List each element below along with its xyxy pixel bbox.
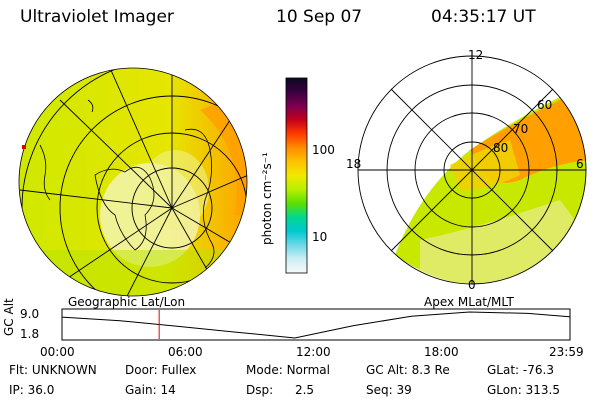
timeline-xtick-1800: 18:00 — [424, 345, 459, 359]
info-glon: GLon: 313.5 — [487, 383, 560, 397]
mlt-label-18: 18 — [346, 157, 362, 171]
info-glat: GLat: -76.3 — [487, 363, 554, 377]
mlat-label-60: 60 — [537, 98, 553, 112]
timeline-xtick-2359: 23:59 — [549, 345, 584, 359]
info-gcalt: GC Alt: 8.3 Re — [366, 363, 450, 377]
mlt-label-0: 0 — [468, 278, 476, 292]
timeline-ytick-max: 9.0 — [20, 307, 40, 321]
date-label: 10 Sep 07 — [276, 7, 363, 27]
timeline-xtick-1200: 12:00 — [296, 345, 331, 359]
timeline-axis-title: GC Alt — [2, 298, 16, 336]
info-flt: Flt: UNKNOWN — [9, 363, 97, 377]
info-seq: Seq: 39 — [366, 383, 412, 397]
colorbar-tick-10: 10 — [312, 230, 328, 244]
colorbar — [285, 77, 308, 274]
timeline-xtick-0000: 00:00 — [40, 345, 75, 359]
mlt-label-12: 12 — [468, 48, 484, 62]
mlat-label-70: 70 — [513, 122, 529, 136]
instrument-title: Ultraviolet Imager — [20, 7, 174, 27]
info-ip: IP: 36.0 — [9, 383, 55, 397]
info-gain: Gain: 14 — [125, 383, 176, 397]
colorbar-tick-100: 100 — [312, 143, 335, 157]
altitude-profile-line — [61, 311, 570, 339]
info-door: Door: Fullex — [125, 363, 197, 377]
timeline-ytick-min: 1.8 — [20, 327, 40, 341]
mlt-label-6: 6 — [576, 157, 584, 171]
info-dsp: Dsp: 2.5 — [246, 383, 315, 397]
apex-label: Apex MLat/MLT — [424, 295, 514, 309]
time-label: 04:35:17 UT — [431, 7, 536, 27]
timeline-xtick-0600: 06:00 — [168, 345, 203, 359]
mlat-label-80: 80 — [493, 141, 509, 155]
geographic-label: Geographic Lat/Lon — [68, 295, 186, 309]
info-mode: Mode: Normal — [246, 363, 330, 377]
